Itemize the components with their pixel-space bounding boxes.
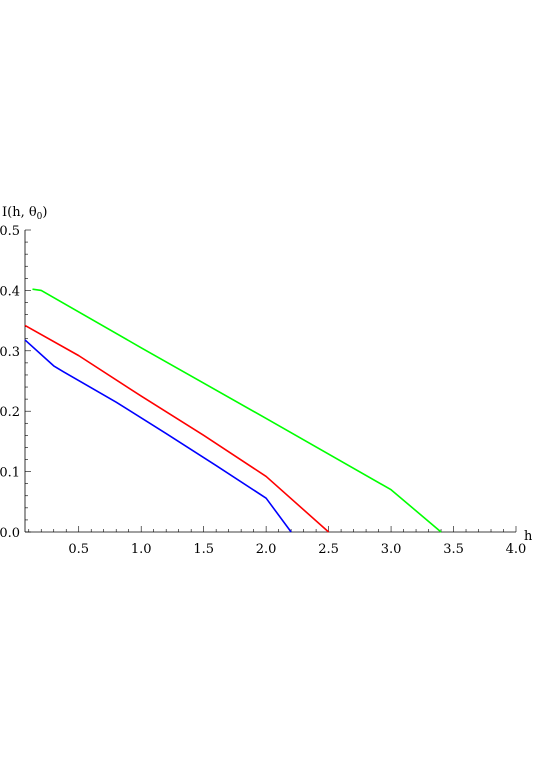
y-tick-label: 0.0 (0, 526, 20, 541)
x-axis: h 0.5 1.0 1.5 2.0 2.5 3.0 3.5 4.0 (25, 526, 533, 557)
series-line-red (24, 324, 330, 533)
x-axis-label: h (524, 529, 533, 544)
x-tick-label: 0.5 (68, 542, 89, 557)
y-ticks: 0.0 0.1 0.2 0.3 0.4 0.5 (0, 224, 31, 541)
x-tick-label: 1.5 (193, 542, 214, 557)
y-tick-label: 0.5 (0, 224, 20, 239)
y-tick-label: 0.4 (0, 284, 20, 299)
y-axis-label-close: ) (42, 205, 47, 220)
x-ticks: 0.5 1.0 1.5 2.0 2.5 3.0 3.5 4.0 (28, 526, 527, 557)
series-line-green (32, 288, 442, 533)
series-line-blue (24, 339, 292, 533)
y-axis: I(h, θ0) 0.0 0.1 0.2 0.3 0.4 0.5 (0, 205, 47, 541)
x-tick-label: 1.0 (131, 542, 152, 557)
y-tick-label: 0.1 (0, 466, 20, 481)
series-group (24, 288, 442, 533)
x-tick-label: 2.5 (318, 542, 339, 557)
y-tick-label: 0.2 (0, 405, 20, 420)
x-tick-label: 2.0 (256, 542, 277, 557)
y-tick-label: 0.3 (0, 345, 20, 360)
x-tick-label: 3.0 (381, 542, 402, 557)
y-axis-label-base: I(h, θ (2, 205, 37, 220)
y-axis-label-sub: 0 (37, 212, 43, 222)
x-tick-label: 4.0 (506, 542, 527, 557)
x-tick-label: 3.5 (443, 542, 464, 557)
y-axis-label: I(h, θ0) (2, 205, 47, 222)
